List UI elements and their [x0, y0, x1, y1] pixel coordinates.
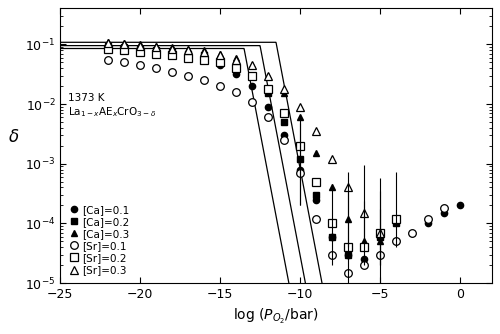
X-axis label: log ($\mathit{P}_{O_2}$/bar): log ($\mathit{P}_{O_2}$/bar) — [233, 307, 319, 326]
Text: 1373 K
La$_{1-x}$AE$_x$CrO$_{3-\delta}$: 1373 K La$_{1-x}$AE$_x$CrO$_{3-\delta}$ — [68, 94, 156, 119]
Y-axis label: $\delta$: $\delta$ — [8, 128, 20, 146]
Legend: [Ca]=0.1, [Ca]=0.2, [Ca]=0.3, [Sr]=0.1, [Sr]=0.2, [Sr]=0.3: [Ca]=0.1, [Ca]=0.2, [Ca]=0.3, [Sr]=0.1, … — [70, 205, 130, 275]
